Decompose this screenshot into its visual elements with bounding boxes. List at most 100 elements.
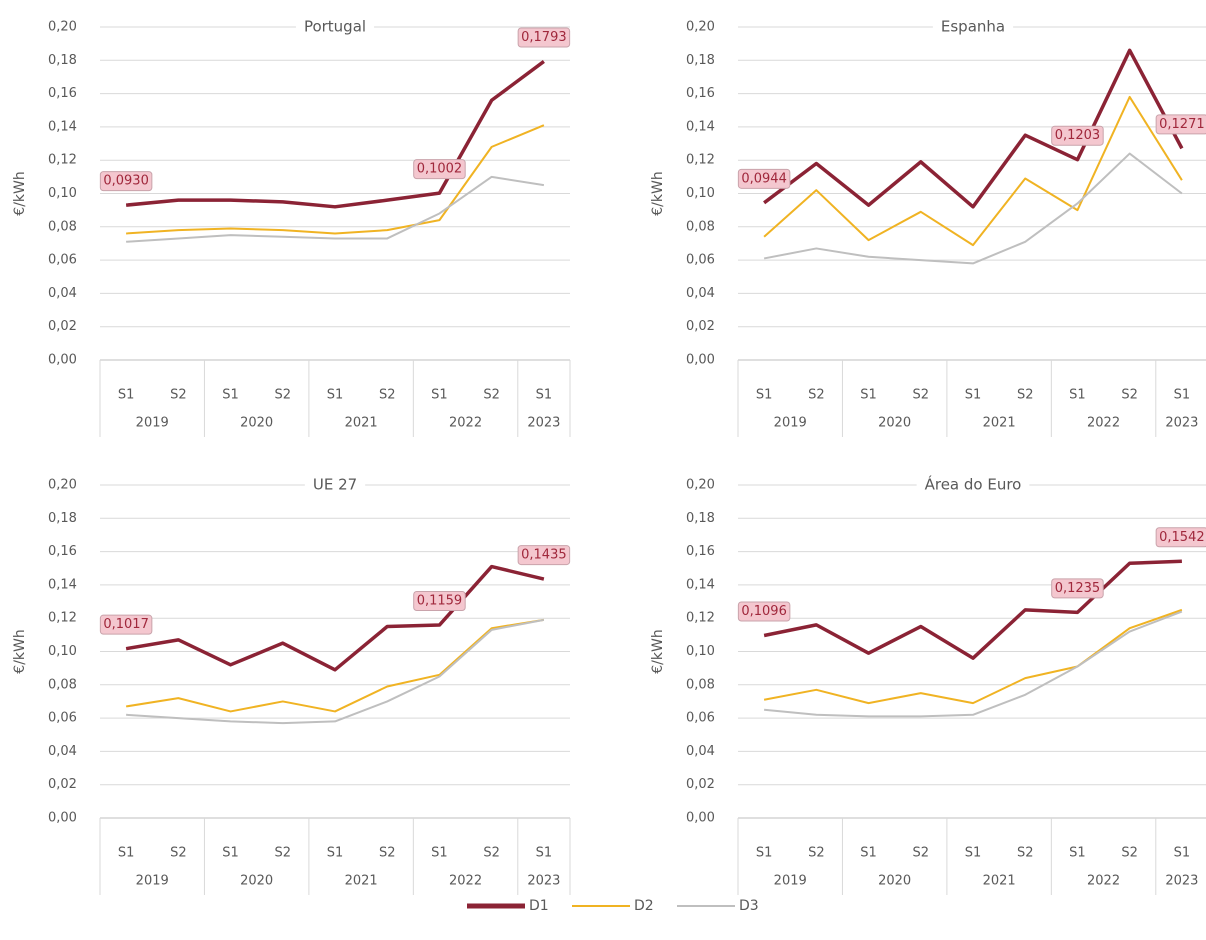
y-tick-label: 0,10 <box>48 644 77 659</box>
y-tick-label: 0,18 <box>48 511 77 526</box>
value-label: 0,1203 <box>1055 128 1101 143</box>
chart-title: UE 27 <box>313 476 357 494</box>
value-label: 0,1271 <box>1159 117 1205 132</box>
x-group-label: 2022 <box>449 416 482 431</box>
y-axis-label: €/kWh <box>650 171 666 215</box>
x-group-label: 2022 <box>449 874 482 889</box>
x-tick-label: S2 <box>808 846 825 861</box>
y-tick-label: 0,20 <box>686 20 715 35</box>
y-tick-label: 0,10 <box>48 186 77 201</box>
series-line <box>125 618 545 713</box>
value-label: 0,1793 <box>521 30 567 45</box>
x-group-label: 2020 <box>878 874 911 889</box>
x-tick-label: S1 <box>965 388 982 403</box>
x-tick-label: S1 <box>1174 388 1191 403</box>
value-label: 0,1017 <box>103 617 149 632</box>
y-tick-label: 0,10 <box>686 644 715 659</box>
value-label: 0,1159 <box>417 594 463 609</box>
y-tick-label: 0,02 <box>686 777 715 792</box>
value-label-box <box>517 545 571 566</box>
y-tick-label: 0,00 <box>686 353 715 368</box>
x-tick-label: S2 <box>379 388 396 403</box>
y-tick-label: 0,00 <box>48 353 77 368</box>
legend-label: D2 <box>634 898 654 914</box>
y-tick-label: 0,18 <box>686 53 715 68</box>
y-tick-label: 0,18 <box>686 511 715 526</box>
y-tick-label: 0,14 <box>686 577 715 592</box>
series-line <box>764 610 1183 718</box>
x-group-label: 2021 <box>983 416 1016 431</box>
x-group-label: 2020 <box>240 416 273 431</box>
x-group-label: 2019 <box>136 874 169 889</box>
y-tick-label: 0,14 <box>686 119 715 134</box>
x-tick-label: S2 <box>483 388 500 403</box>
y-tick-label: 0,14 <box>48 577 77 592</box>
series-line <box>125 60 545 209</box>
x-group-label: 2021 <box>345 874 378 889</box>
x-tick-label: S2 <box>1121 846 1138 861</box>
y-tick-label: 0,10 <box>686 186 715 201</box>
y-tick-label: 0,06 <box>686 711 715 726</box>
y-tick-label: 0,20 <box>686 478 715 493</box>
x-tick-label: S1 <box>536 388 553 403</box>
x-group-label: 2020 <box>240 874 273 889</box>
value-label-box <box>737 168 791 189</box>
series-line <box>126 618 545 725</box>
legend-label: D1 <box>529 898 549 914</box>
value-label: 0,1235 <box>1055 581 1101 596</box>
x-tick-label: S1 <box>536 846 553 861</box>
chart-title: Área do Euro <box>925 475 1022 494</box>
value-label-box <box>517 27 571 48</box>
series-line <box>763 608 1183 705</box>
x-tick-label: S2 <box>275 846 292 861</box>
value-label: 0,0944 <box>741 171 787 186</box>
y-tick-label: 0,16 <box>48 544 77 559</box>
value-label: 0,1002 <box>417 162 463 177</box>
y-tick-label: 0,08 <box>686 219 715 234</box>
x-group-label: 2021 <box>983 874 1016 889</box>
x-group-label: 2019 <box>774 416 807 431</box>
y-tick-label: 0,06 <box>686 253 715 268</box>
y-tick-label: 0,08 <box>686 677 715 692</box>
value-label: 0,1542 <box>1159 530 1205 545</box>
y-tick-label: 0,14 <box>48 119 77 134</box>
x-tick-label: S1 <box>431 846 448 861</box>
y-tick-label: 0,02 <box>686 319 715 334</box>
series-line <box>125 564 545 672</box>
x-tick-label: S1 <box>222 846 239 861</box>
x-tick-label: S2 <box>913 388 930 403</box>
value-label-box <box>1051 578 1104 599</box>
y-tick-label: 0,20 <box>48 20 77 35</box>
x-group-label: 2019 <box>136 416 169 431</box>
value-label: 0,1435 <box>521 548 567 563</box>
title-bg <box>295 17 375 36</box>
x-tick-label: S1 <box>327 846 344 861</box>
x-tick-label: S2 <box>1017 846 1034 861</box>
value-label-box <box>1051 125 1104 146</box>
title-bg <box>916 474 1030 494</box>
y-tick-label: 0,02 <box>48 319 77 334</box>
series-line <box>126 124 545 235</box>
chart-title: Espanha <box>941 18 1005 36</box>
x-tick-label: S1 <box>1174 846 1191 861</box>
title-bg <box>932 17 1014 36</box>
x-group-label: 2021 <box>345 416 378 431</box>
y-tick-label: 0,12 <box>48 611 77 626</box>
x-tick-label: S2 <box>483 846 500 861</box>
x-tick-label: S1 <box>327 388 344 403</box>
x-tick-label: S2 <box>1017 388 1034 403</box>
y-axis-label: €/kWh <box>12 171 28 215</box>
value-label-box <box>1155 114 1206 135</box>
y-tick-label: 0,16 <box>48 86 77 101</box>
value-label: 0,0930 <box>103 174 149 189</box>
x-group-label: 2020 <box>878 416 911 431</box>
y-tick-label: 0,12 <box>48 153 77 168</box>
chart-title: Portugal <box>304 18 366 36</box>
value-label-box <box>99 614 153 635</box>
value-label-box <box>99 171 153 192</box>
y-tick-label: 0,04 <box>686 744 715 759</box>
series-line <box>763 48 1184 209</box>
x-tick-label: S1 <box>1069 388 1086 403</box>
series-line <box>763 152 1183 265</box>
x-tick-label: S1 <box>756 846 773 861</box>
